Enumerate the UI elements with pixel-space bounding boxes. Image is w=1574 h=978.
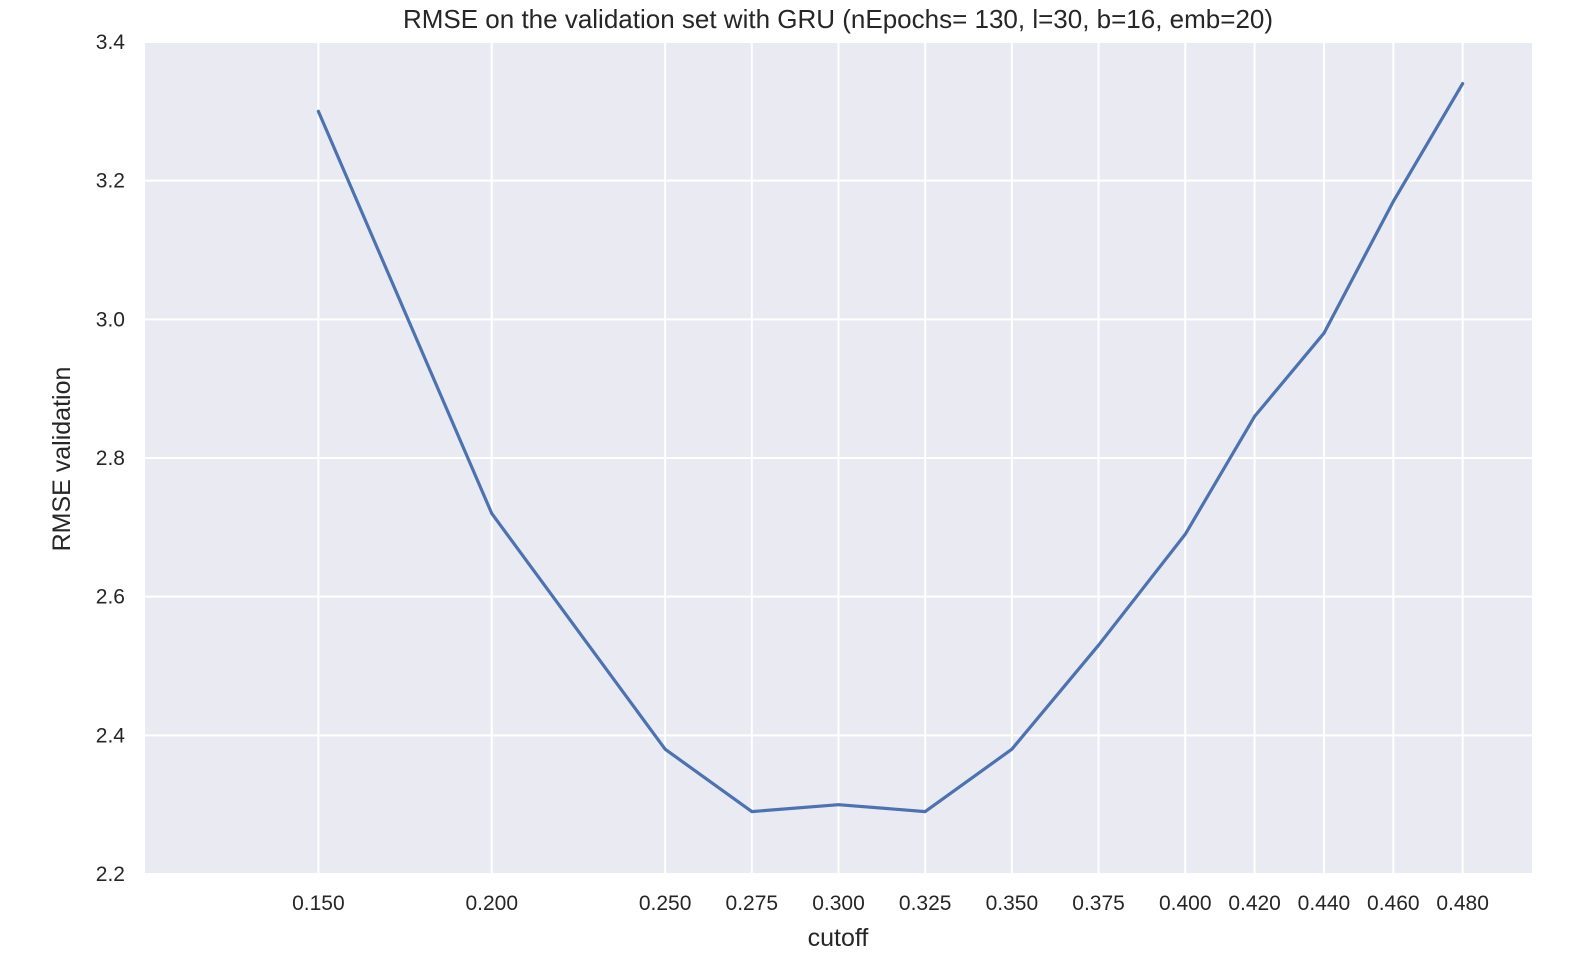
x-tick-label: 0.480 — [1436, 892, 1489, 915]
x-tick-label: 0.350 — [986, 892, 1039, 915]
chart-title: RMSE on the validation set with GRU (nEp… — [403, 4, 1273, 34]
x-tick-label: 0.400 — [1159, 892, 1212, 915]
x-tick-label: 0.460 — [1367, 892, 1420, 915]
y-tick-label: 2.6 — [96, 586, 125, 609]
series-line — [316, 81, 1465, 814]
x-axis-label: cutoff — [808, 924, 869, 952]
y-tick-label: 3.2 — [96, 170, 125, 193]
y-tick-label: 3.4 — [96, 31, 126, 54]
y-gridlines — [145, 41, 1532, 875]
x-tick-label: 0.420 — [1228, 892, 1281, 915]
y-axis-label: RMSE validation — [48, 367, 76, 552]
x-tick-label: 0.300 — [812, 892, 865, 915]
y-tick-label: 2.8 — [96, 447, 125, 470]
y-tick-labels: 2.2 2.4 2.6 2.8 3.0 3.2 3.4 — [96, 31, 126, 886]
series-layer — [316, 81, 1465, 814]
y-tick-label: 2.2 — [96, 863, 125, 886]
y-tick-label: 2.4 — [96, 724, 126, 747]
x-tick-label: 0.375 — [1072, 892, 1125, 915]
x-tick-label: 0.325 — [899, 892, 952, 915]
x-tick-label: 0.150 — [292, 892, 345, 915]
x-tick-label: 0.275 — [726, 892, 779, 915]
y-tick-label: 3.0 — [96, 308, 125, 331]
x-tick-label: 0.440 — [1298, 892, 1351, 915]
x-tick-label: 0.200 — [465, 892, 518, 915]
x-tick-labels: 0.150 0.200 0.250 0.275 0.300 0.325 0.350 0.375… — [292, 892, 1489, 915]
x-tick-label: 0.250 — [639, 892, 692, 915]
